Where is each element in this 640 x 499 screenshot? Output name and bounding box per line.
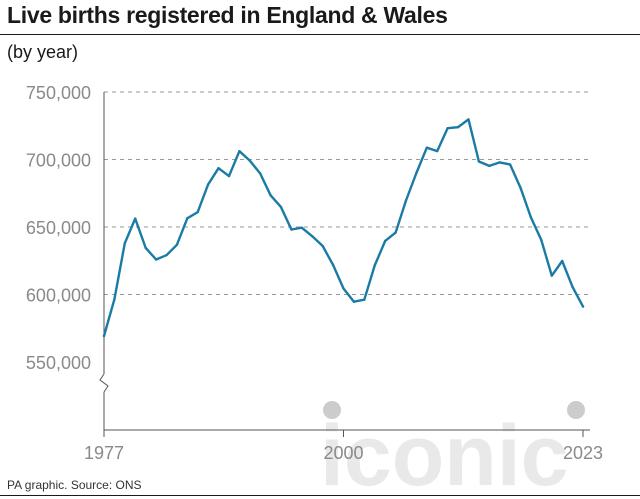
- data-point: [581, 305, 585, 308]
- x-tick-label: 2023: [563, 443, 603, 463]
- data-point: [529, 216, 533, 219]
- y-tick-label: 700,000: [26, 151, 91, 171]
- data-point: [165, 253, 168, 257]
- data-point: [258, 172, 262, 175]
- data-point: [363, 298, 366, 301]
- data-point: [154, 258, 158, 261]
- data-point: [248, 159, 251, 162]
- data-point: [290, 228, 293, 231]
- data-point: [113, 298, 116, 301]
- x-tick-label: 1977: [84, 443, 124, 463]
- data-point: [394, 231, 397, 234]
- series-line: [102, 118, 585, 338]
- data-point: [488, 164, 491, 168]
- data-point: [238, 150, 241, 153]
- data-point: [436, 149, 439, 153]
- data-point: [373, 264, 376, 267]
- data-point: [519, 186, 522, 189]
- data-point: [331, 263, 335, 267]
- data-point: [540, 238, 543, 242]
- x-tick-labels: 1977 2000 2023: [84, 443, 603, 463]
- y-axis-break: [99, 373, 109, 393]
- data-point: [227, 174, 231, 178]
- data-point: [477, 160, 481, 163]
- data-point: [144, 246, 147, 250]
- data-point: [321, 244, 324, 248]
- source-note: PA graphic. Source: ONS: [7, 478, 142, 492]
- data-point: [206, 183, 210, 186]
- watermark-text: iconic: [320, 408, 569, 499]
- grid-lines: [104, 91, 590, 295]
- data-point: [279, 205, 283, 209]
- data-point: [352, 300, 356, 303]
- data-point: [467, 118, 470, 121]
- data-point: [186, 217, 189, 220]
- data-point: [217, 166, 220, 170]
- x-tick-label: 2000: [323, 443, 363, 463]
- data-point: [196, 210, 199, 214]
- data-point: [498, 161, 501, 164]
- series: [102, 118, 585, 338]
- data-point: [102, 334, 106, 338]
- data-point: [175, 243, 179, 246]
- chart-subtitle: (by year): [7, 42, 79, 62]
- title-rule: [0, 34, 640, 35]
- y-tick-label: 550,000: [26, 353, 91, 373]
- data-point: [571, 285, 574, 289]
- data-point: [425, 146, 429, 149]
- watermark-dot-right: [567, 401, 585, 419]
- data-point: [134, 217, 137, 220]
- data-point: [123, 241, 127, 245]
- y-tick-label: 750,000: [26, 83, 91, 103]
- footer-rule: [0, 495, 640, 496]
- data-point: [446, 127, 449, 130]
- data-point: [300, 226, 304, 229]
- data-point: [311, 235, 314, 238]
- data-point: [269, 194, 272, 197]
- data-point: [550, 274, 553, 277]
- data-point: [383, 239, 387, 243]
- data-point: [404, 199, 408, 202]
- data-point: [508, 163, 512, 166]
- y-tick-labels: 750,000 700,000 650,000 600,000 550,000: [26, 83, 91, 373]
- data-point: [560, 259, 564, 263]
- data-point: [456, 126, 460, 129]
- watermark: iconic: [320, 401, 585, 499]
- data-point: [415, 171, 418, 175]
- y-tick-label: 650,000: [26, 218, 91, 238]
- chart-title: Live births registered in England & Wale…: [7, 2, 448, 28]
- y-tick-label: 600,000: [26, 286, 91, 306]
- data-point: [342, 287, 345, 290]
- axes: [99, 92, 590, 437]
- watermark-dot-left: [323, 401, 341, 419]
